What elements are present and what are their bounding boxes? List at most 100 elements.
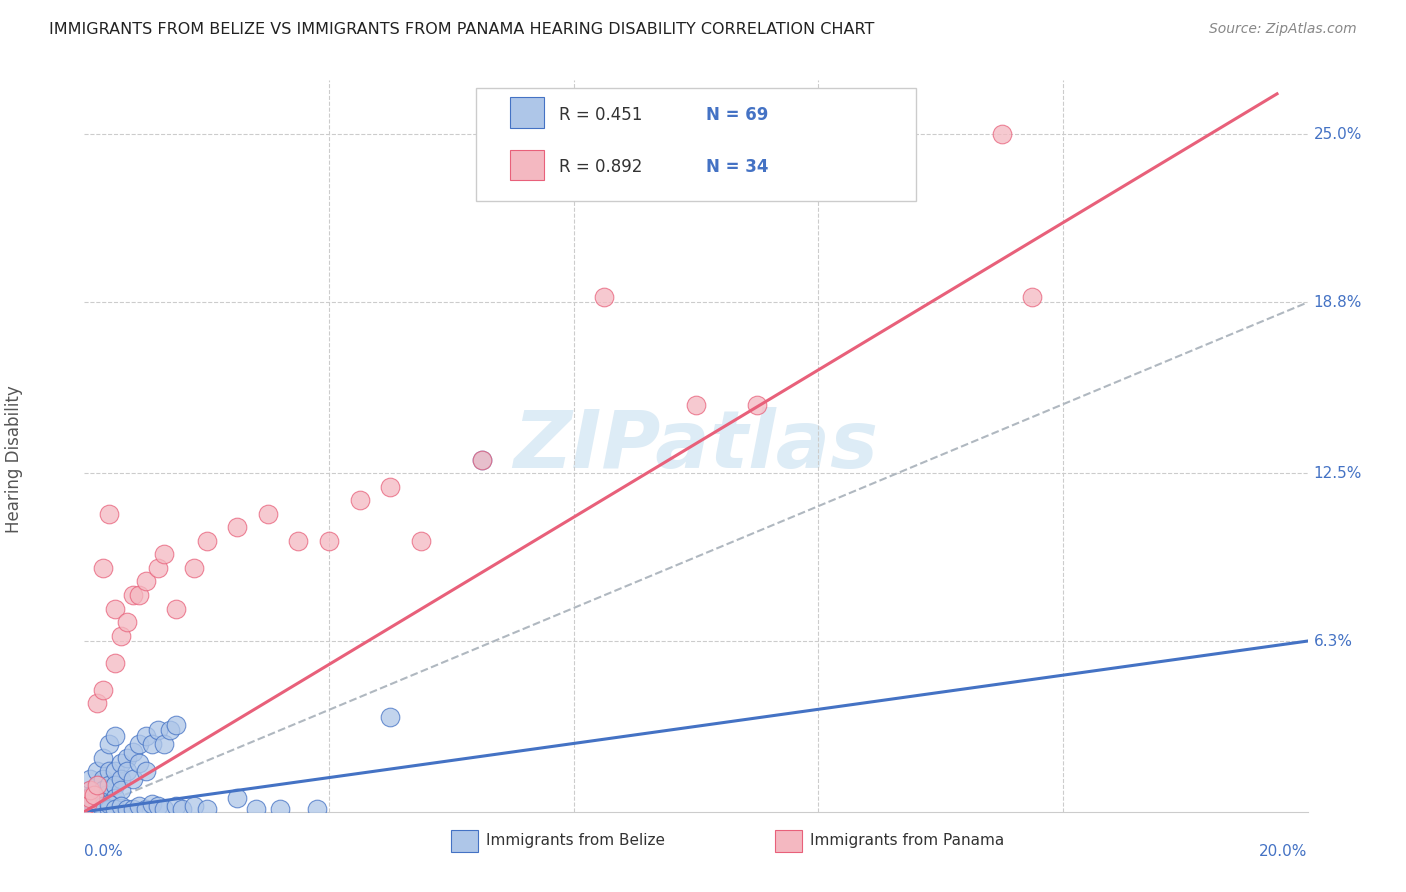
Point <box>226 520 249 534</box>
Text: Hearing Disability: Hearing Disability <box>6 385 22 533</box>
Point <box>91 772 114 787</box>
Point <box>122 802 145 816</box>
Point <box>86 697 108 711</box>
Point <box>97 764 120 778</box>
Text: Immigrants from Belize: Immigrants from Belize <box>485 833 665 848</box>
Point <box>172 802 194 816</box>
Point <box>685 398 707 412</box>
Text: N = 69: N = 69 <box>706 105 768 124</box>
Point <box>195 802 218 816</box>
Point <box>86 783 108 797</box>
Point <box>97 507 120 521</box>
Point <box>141 797 163 811</box>
Point <box>83 794 105 808</box>
Point <box>104 802 127 816</box>
Point <box>104 601 127 615</box>
FancyBboxPatch shape <box>475 87 917 201</box>
Point <box>135 574 157 589</box>
Point <box>79 799 101 814</box>
Point <box>91 682 114 697</box>
Point <box>153 802 176 816</box>
Point <box>76 797 98 811</box>
Point <box>287 533 309 548</box>
Point <box>97 737 120 751</box>
Point <box>110 783 132 797</box>
Point <box>257 507 280 521</box>
Point <box>115 802 138 816</box>
Text: 18.8%: 18.8% <box>1313 295 1362 310</box>
Point <box>128 588 150 602</box>
Point <box>110 629 132 643</box>
Point <box>141 737 163 751</box>
Text: 0.0%: 0.0% <box>84 844 124 859</box>
Point <box>97 778 120 792</box>
Point <box>91 783 114 797</box>
Point <box>79 783 101 797</box>
Point <box>83 799 105 814</box>
Point <box>86 778 108 792</box>
FancyBboxPatch shape <box>451 830 478 852</box>
Point <box>195 533 218 548</box>
Text: Source: ZipAtlas.com: Source: ZipAtlas.com <box>1209 22 1357 37</box>
Point <box>128 756 150 770</box>
Point <box>76 791 98 805</box>
Point <box>86 794 108 808</box>
Text: 20.0%: 20.0% <box>1260 844 1308 859</box>
Point <box>471 452 494 467</box>
FancyBboxPatch shape <box>510 150 544 180</box>
Point <box>153 547 176 561</box>
Point <box>146 799 169 814</box>
Text: ZIPatlas: ZIPatlas <box>513 407 879 485</box>
Point <box>115 750 138 764</box>
Point <box>94 789 117 803</box>
Point <box>91 802 114 816</box>
Text: R = 0.892: R = 0.892 <box>560 158 643 177</box>
Point <box>91 799 114 814</box>
Point <box>104 729 127 743</box>
Point <box>110 772 132 787</box>
Point <box>1021 290 1043 304</box>
Point <box>104 764 127 778</box>
Point <box>97 797 120 811</box>
Point <box>409 533 432 548</box>
Point <box>104 791 127 805</box>
Text: R = 0.451: R = 0.451 <box>560 105 643 124</box>
Point <box>89 791 111 805</box>
Text: IMMIGRANTS FROM BELIZE VS IMMIGRANTS FROM PANAMA HEARING DISABILITY CORRELATION : IMMIGRANTS FROM BELIZE VS IMMIGRANTS FRO… <box>49 22 875 37</box>
Point <box>593 290 616 304</box>
Point <box>128 799 150 814</box>
Point <box>86 764 108 778</box>
Point <box>159 723 181 738</box>
Point <box>110 756 132 770</box>
Point <box>380 480 402 494</box>
Point <box>165 718 187 732</box>
Text: 12.5%: 12.5% <box>1313 466 1362 481</box>
Point <box>269 802 291 816</box>
Point <box>79 797 101 811</box>
Point <box>183 561 205 575</box>
Point <box>146 561 169 575</box>
Point <box>104 778 127 792</box>
Point <box>115 615 138 629</box>
Point <box>79 791 101 805</box>
Point <box>115 764 138 778</box>
Point <box>91 794 114 808</box>
Point <box>305 802 328 816</box>
Point <box>122 588 145 602</box>
Point <box>86 802 108 816</box>
Point <box>83 789 105 803</box>
Point <box>165 799 187 814</box>
Point <box>91 750 114 764</box>
Point <box>380 710 402 724</box>
Point <box>128 737 150 751</box>
Point <box>318 533 340 548</box>
Point <box>110 799 132 814</box>
Point <box>226 791 249 805</box>
Text: Immigrants from Panama: Immigrants from Panama <box>810 833 1004 848</box>
Point <box>153 737 176 751</box>
Point <box>245 802 267 816</box>
Point <box>76 802 98 816</box>
Point <box>135 802 157 816</box>
Point <box>87 778 110 792</box>
Text: 6.3%: 6.3% <box>1313 633 1353 648</box>
